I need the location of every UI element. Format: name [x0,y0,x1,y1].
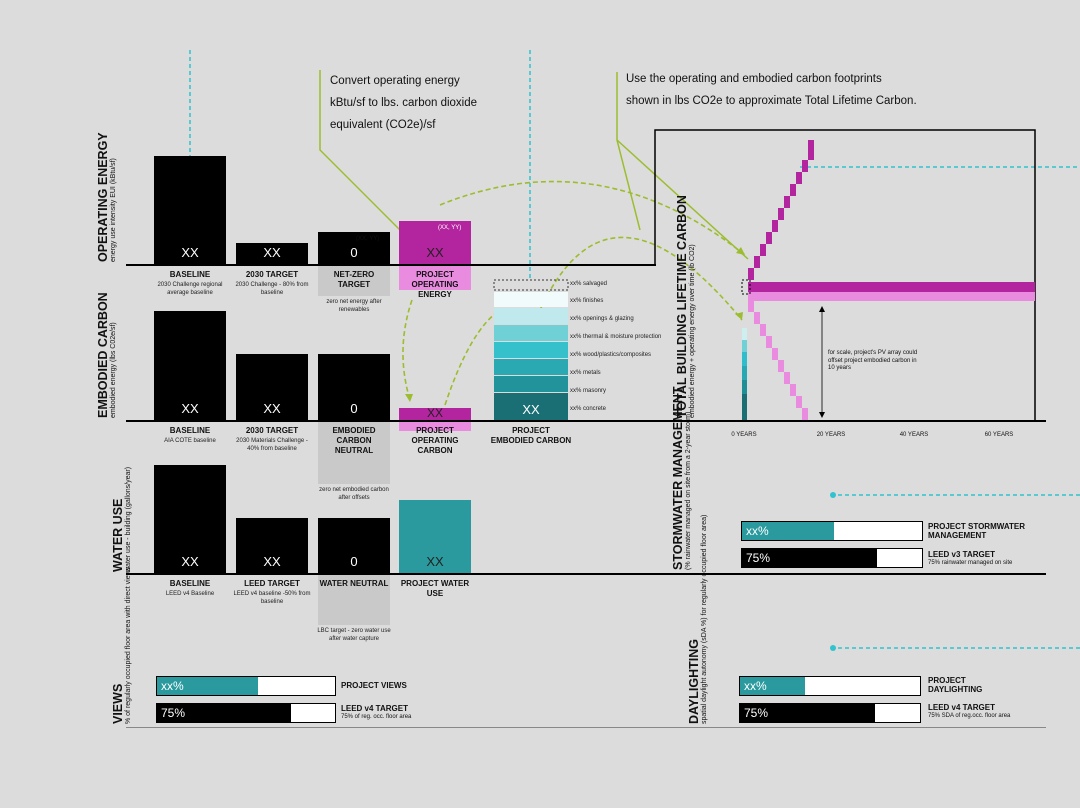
bar-water-project: XX [399,500,471,573]
legend-item: xx% openings & glazing [570,316,634,322]
views-title: VIEWS% of regularly occupied floor area … [111,566,132,724]
embodied-axis [126,420,1046,422]
callout-line [319,70,411,241]
sub-embodied-neutral: zero net embodied carbon after offsets [319,487,389,501]
sub-operating-2030: 2030 Challenge - 80% from baseline [235,282,309,296]
label-operating-2030: 2030 TARGET [245,270,299,279]
daylighting-project-label: PROJECT DAYLIGHTING [928,676,983,694]
bar-embodied-project-op: XX [399,406,471,420]
bar-operating-baseline: XX [154,156,226,264]
label-embodied-project: PROJECT EMBODIED CARBON [490,426,572,445]
label-water-baseline: BASELINE [169,579,211,588]
legend-item: xx% thermal & moisture protection [570,334,662,340]
label-water-leed: LEED TARGET [244,579,300,588]
daylighting-project-track: xx% [739,676,921,696]
views-project-track: xx% [156,676,336,696]
sub-embodied-baseline: AIA COTE baseline [164,438,216,444]
stormwater-leed-track: 75% [741,548,923,568]
arrow-path [444,309,501,406]
label-operating-baseline: BASELINE [169,270,211,279]
bar-embodied-2030: XX [236,354,308,420]
daylighting-leed-sub: 75% SDA of reg.occ. floor area [928,713,1011,719]
sub-operating-baseline: 2030 Challenge regional average baseline [157,282,223,296]
views-leed-label: LEED v4 TARGET [341,704,408,713]
water-neutral-grey [318,575,390,625]
embodied-title: EMBODIED CARBON embodied energy (lbs C02e… [96,292,117,418]
lifetime-title: TOTAL BUILDING LIFETIME CARBON embodied e… [675,195,696,418]
bar-operating-netzero: 0 [318,232,390,264]
daylighting-leed-track: 75% [739,703,921,723]
bar-operating-2030: XX [236,243,308,264]
bar-embodied-baseline: XX [154,311,226,420]
daylighting-project-fill: xx% [740,677,805,695]
legend-item: xx% wood/plastics/composites [570,352,652,358]
tick-label: 20 YEARS [816,432,846,438]
water-axis [126,573,1046,575]
neutral-grey [318,422,390,484]
daylighting-title: DAYLIGHTING spatial daylight autonomy (sD… [687,514,708,724]
label-operating-netzero: NET-ZERO TARGET [333,270,375,289]
lifetime-note: Use the operating and embodied carbon fo… [626,73,917,107]
label-water-project: PROJECT WATER USE [400,579,470,598]
sub-water-leed: LEED v4 baseline -50% from baseline [233,591,311,605]
embodied-stack-value: XX [522,402,540,417]
bar-water-baseline: XX [154,465,226,573]
views-leed-track: 75% [156,703,336,723]
stormwater-leed-fill: 75% [742,549,877,567]
stormwater-leed-label: LEED v3 TARGET [928,550,995,559]
water-title: WATER USE water use - building (gallons/y… [111,466,132,572]
arrow-path [439,180,746,256]
bar-water-leed: XX [236,518,308,573]
legend-item: xx% salvaged [570,281,608,287]
tick-label: 40 YEARS [899,432,929,438]
offset-carbon-line [748,300,808,420]
label-embodied-neutral: EMBODIED CARBON NEUTRAL [332,426,376,455]
views-baseline [126,727,1046,728]
operating-carbon-line [748,140,814,280]
label-operating-project: PROJECT OPERATING ENERGY [411,270,459,299]
label-water-neutral: WATER NEUTRAL [319,579,389,588]
operating-title: OPERATING ENERGY energy use intensity EUI… [96,132,117,262]
arrow-path [402,299,413,401]
legend-item: xx% concrete [570,406,607,412]
bar-water-neutral: 0 [318,518,390,573]
sub-water-neutral: LBC target - zero water use after water … [317,628,391,642]
label-embodied-baseline: BASELINE [169,426,211,435]
stormwater-project-track: xx% [741,521,923,541]
daylighting-leed-fill: 75% [740,704,875,722]
sub-embodied-2030: 2030 Materials Challenge - 40% from base… [236,438,308,452]
project-operating-pink [399,266,471,290]
netzero-xy: (XX, YY) [356,236,380,242]
tick-label: 0 YEARS [731,432,757,438]
arrow-path [539,236,743,321]
legend-item: xx% masonry [570,388,607,394]
convert-note: Convert operating energy kBtu/sf to lbs.… [330,75,478,131]
callout-line [616,139,749,260]
views-leed-fill: 75% [157,704,291,722]
legend-item: xx% metals [570,370,601,376]
project-xy: (XX, YY) [438,225,462,231]
netzero-grey [318,266,390,296]
daylighting-leed-label: LEED v4 TARGET [928,703,995,712]
bar-operating-project: XX [399,221,471,264]
stormwater-leed-sub: 75% rainwater managed on site [928,560,1013,566]
label-embodied-project-op: PROJECT OPERATING CARBON [411,426,459,455]
views-leed-sub: 75% of reg. occ. floor area [341,714,412,720]
operating-axis [126,264,656,266]
stormwater-project-label: PROJECT STORMWATER MANAGEMENT [928,522,1026,540]
sub-operating-netzero: zero net energy after renewables [326,299,382,313]
legend-item: xx% finishes [570,298,604,304]
bar-embodied-neutral: 0 [318,354,390,420]
embodied-carbon-column [742,328,747,420]
stormwater-project-fill: xx% [742,522,834,540]
project-operating-carbon-pink [399,422,471,431]
sub-water-baseline: LEED v4 Baseline [165,591,215,597]
label-embodied-2030: 2030 TARGET [245,426,299,435]
views-project-fill: xx% [157,677,259,695]
tick-label: 60 YEARS [984,432,1014,438]
embodied-carbon-stack [493,279,569,420]
pv-note: for scale, project's PV array could offs… [828,350,918,371]
views-project-label: PROJECT VIEWS [341,681,407,690]
